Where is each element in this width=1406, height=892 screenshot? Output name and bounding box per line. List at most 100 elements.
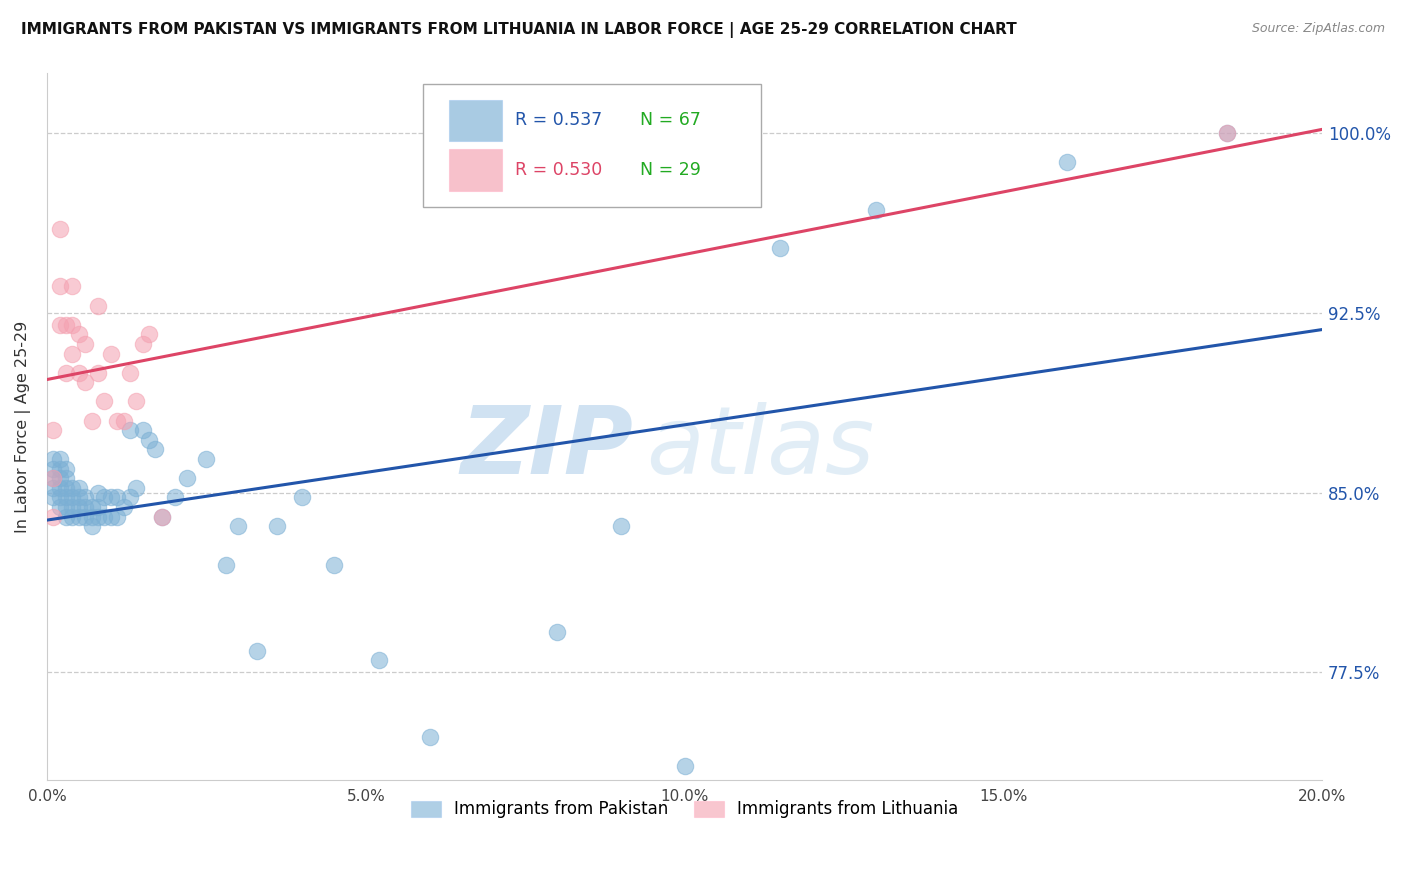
Point [80,500,103,514]
Point [42,509,65,524]
Point [62,279,84,293]
Point [55,461,77,475]
Text: ZIP: ZIP [461,402,634,494]
Point [42,491,65,505]
Point [67,327,90,342]
Point [87,500,110,514]
Point [80,519,103,533]
Point [291,491,314,505]
Point [42,471,65,485]
Point [42,471,65,485]
Text: Source: ZipAtlas.com: Source: ZipAtlas.com [1251,22,1385,36]
Legend: Immigrants from Pakistan, Immigrants from Lithuania: Immigrants from Pakistan, Immigrants fro… [405,794,965,825]
Point [93,509,115,524]
Point [769,241,792,255]
FancyBboxPatch shape [423,84,761,207]
Point [195,452,218,467]
Point [266,519,288,533]
Point [150,509,173,524]
Point [226,519,249,533]
Point [42,481,65,495]
Point [176,471,198,485]
Text: R = 0.530: R = 0.530 [515,161,602,179]
Point [112,500,135,514]
Point [93,394,115,409]
Point [125,481,148,495]
Point [419,730,441,744]
Point [55,491,77,505]
Point [482,797,505,812]
Point [42,452,65,467]
Point [610,519,633,533]
Point [125,394,148,409]
Point [118,423,141,437]
Text: R = 0.537: R = 0.537 [515,112,602,129]
Point [131,337,153,351]
Point [62,346,84,360]
Point [214,558,236,572]
Point [62,500,84,514]
Point [150,509,173,524]
Text: N = 29: N = 29 [640,161,702,179]
Point [75,491,97,505]
Text: N = 67: N = 67 [640,112,702,129]
Point [75,509,97,524]
Point [1216,126,1239,140]
Point [48,452,70,467]
Point [55,500,77,514]
Point [673,759,696,773]
FancyBboxPatch shape [449,149,502,191]
Point [163,491,186,505]
Point [67,509,90,524]
Point [62,481,84,495]
Point [80,509,103,524]
Point [246,644,269,658]
Point [75,337,97,351]
Point [1056,154,1078,169]
Point [105,414,128,428]
Point [67,491,90,505]
Point [62,509,84,524]
Point [100,509,122,524]
Point [118,366,141,380]
Point [48,500,70,514]
Point [48,279,70,293]
Point [87,485,110,500]
Point [42,423,65,437]
Point [48,481,70,495]
Point [138,433,160,447]
Point [48,318,70,332]
Point [138,327,160,342]
Point [67,500,90,514]
Point [546,624,568,639]
Point [67,366,90,380]
Text: atlas: atlas [647,402,875,493]
Point [62,318,84,332]
Point [55,471,77,485]
Point [75,500,97,514]
Point [42,461,65,475]
Point [48,471,70,485]
FancyBboxPatch shape [449,100,502,141]
Point [323,558,346,572]
Point [48,461,70,475]
Point [118,491,141,505]
Point [87,509,110,524]
Point [367,653,389,667]
Point [1216,126,1239,140]
Y-axis label: In Labor Force | Age 25-29: In Labor Force | Age 25-29 [15,320,31,533]
Point [80,414,103,428]
Point [87,366,110,380]
Point [87,299,110,313]
Point [145,442,167,457]
Point [112,414,135,428]
Point [865,202,887,217]
Point [75,376,97,390]
Point [48,222,70,236]
Point [67,481,90,495]
Point [55,481,77,495]
Point [105,491,128,505]
Point [55,318,77,332]
Point [100,346,122,360]
Point [105,509,128,524]
